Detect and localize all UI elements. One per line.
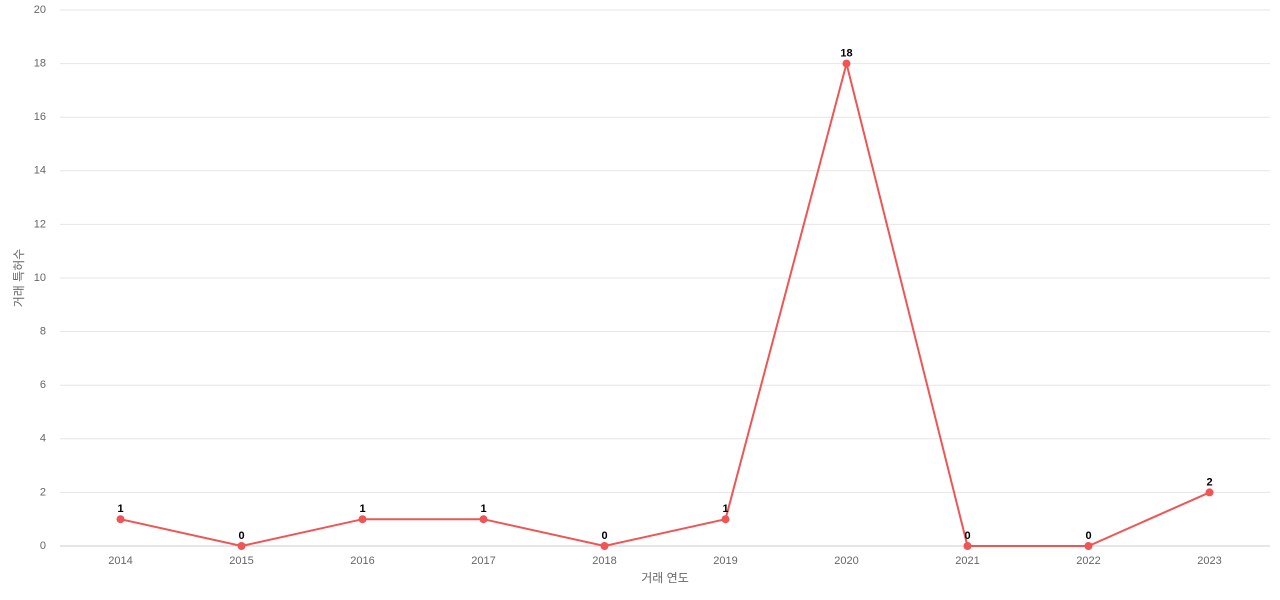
x-tick-label: 2020 (834, 555, 858, 567)
x-axis-label: 거래 연도 (641, 571, 689, 585)
series-line (120, 63, 1210, 548)
data-label: 18 (840, 48, 852, 60)
data-label: 1 (359, 503, 365, 515)
y-tick-label: 8 (40, 326, 46, 338)
x-tick-label: 2019 (713, 555, 737, 567)
data-point (721, 515, 730, 524)
data-point (237, 542, 246, 550)
data-label: 1 (117, 503, 123, 515)
data-point (1205, 488, 1214, 497)
y-tick-label: 18 (34, 58, 46, 70)
y-tick-label: 16 (34, 111, 46, 123)
y-tick-label: 2 (40, 486, 46, 498)
y-tick-label: 20 (34, 4, 46, 16)
data-label: 0 (1085, 530, 1091, 542)
data-label: 1 (722, 503, 728, 515)
y-tick-label: 14 (34, 165, 46, 177)
data-point (358, 515, 367, 524)
data-label: 1 (480, 503, 486, 515)
y-tick-label: 0 (40, 540, 46, 552)
x-tick-label: 2021 (955, 555, 979, 567)
data-label: 2 (1206, 476, 1212, 488)
data-label: 0 (601, 530, 607, 542)
x-tick-label: 2016 (350, 555, 374, 567)
data-point (479, 515, 488, 524)
data-point (963, 542, 972, 550)
data-label: 0 (964, 530, 970, 542)
x-tick-label: 2017 (471, 555, 495, 567)
data-point (842, 59, 851, 68)
y-axis-label: 거래 특허수 (12, 249, 26, 308)
x-tick-label: 2023 (1197, 555, 1221, 567)
data-point (600, 542, 609, 550)
x-tick-label: 2018 (592, 555, 616, 567)
x-tick-label: 2022 (1076, 555, 1100, 567)
data-point (1084, 542, 1093, 550)
x-tick-label: 2015 (229, 555, 253, 567)
y-tick-label: 12 (34, 218, 46, 230)
y-tick-label: 10 (34, 272, 46, 284)
x-tick-label: 2014 (108, 555, 132, 567)
data-label: 0 (238, 530, 244, 542)
y-tick-label: 4 (40, 433, 46, 445)
data-point (116, 515, 125, 524)
y-tick-label: 6 (40, 379, 46, 391)
